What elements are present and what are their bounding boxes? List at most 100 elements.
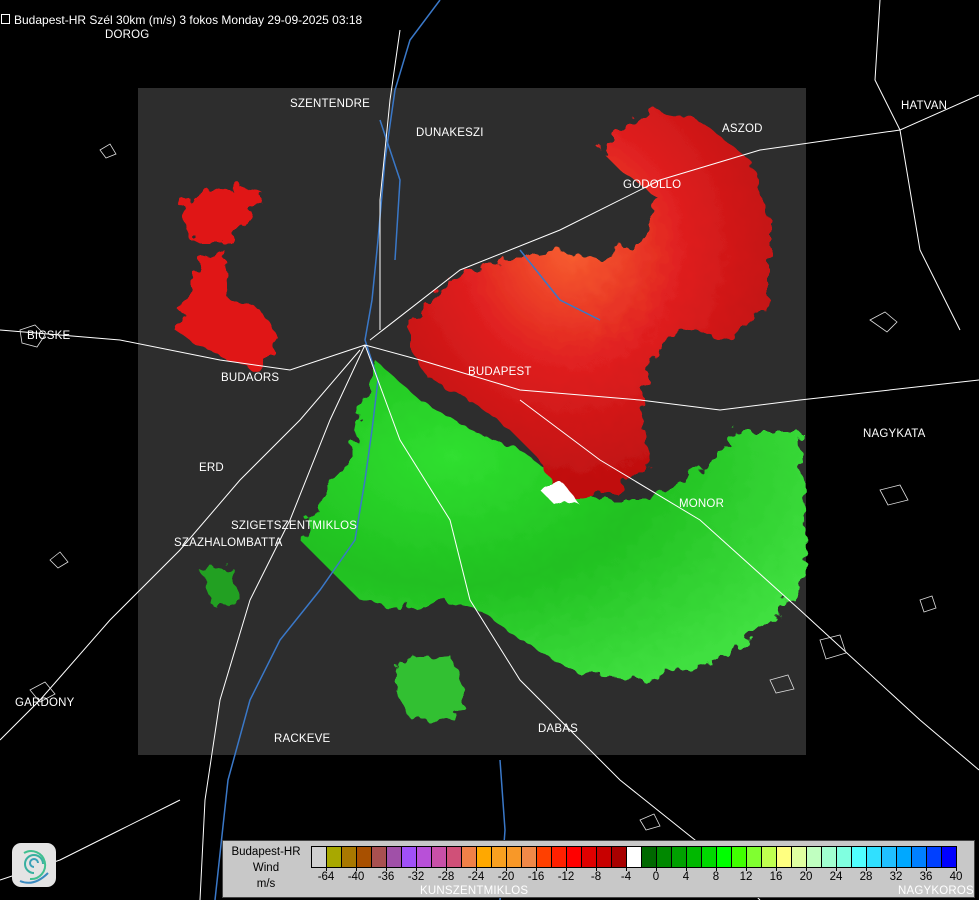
legend-tick-label: 36 xyxy=(919,871,933,883)
place-label: DUNAKESZI xyxy=(416,127,484,139)
legend-color-cell xyxy=(597,847,612,867)
legend-color-cell xyxy=(552,847,567,867)
legend-color-cell xyxy=(837,847,852,867)
radar-echoes xyxy=(175,110,806,720)
legend-tick-label: -64 xyxy=(317,871,335,883)
legend-color-cell xyxy=(627,847,642,867)
place-label: ERD xyxy=(199,462,224,474)
legend-tick-label: 40 xyxy=(949,871,963,883)
legend-tick xyxy=(386,867,387,871)
legend-color-cell xyxy=(447,847,462,867)
legend-color-cell xyxy=(762,847,777,867)
legend-color-cell xyxy=(807,847,822,867)
legend-tick xyxy=(596,867,597,871)
legend-tick xyxy=(506,867,507,871)
place-label: RACKEVE xyxy=(274,733,331,745)
legend-tick-label: -16 xyxy=(527,871,545,883)
legend-color-cell xyxy=(612,847,627,867)
legend-tick-label: 4 xyxy=(682,871,690,883)
legend-tick xyxy=(806,867,807,871)
legend-color-cell xyxy=(507,847,522,867)
place-label: HATVAN xyxy=(901,100,948,112)
place-label: NAGYKOROS xyxy=(898,885,974,897)
legend-color-cell xyxy=(312,847,327,867)
legend-color-cell xyxy=(927,847,942,867)
legend-color-cell xyxy=(777,847,792,867)
legend-tick xyxy=(566,867,567,871)
legend-tick-label: 8 xyxy=(712,871,720,883)
place-label: SZENTENDRE xyxy=(290,98,370,110)
place-label: BUDAPEST xyxy=(468,366,532,378)
place-label: SZIGETSZENTMIKLOS xyxy=(231,520,358,532)
legend-tick-label: -28 xyxy=(437,871,455,883)
legend-color-cell xyxy=(882,847,897,867)
legend-tick xyxy=(656,867,657,871)
danube-river xyxy=(214,0,441,900)
legend-color-cell xyxy=(732,847,747,867)
legend-tick xyxy=(866,867,867,871)
legend-color-cell xyxy=(672,847,687,867)
legend-quantity: Wind xyxy=(252,862,280,874)
place-label: DABAS xyxy=(538,723,578,735)
legend-tick xyxy=(926,867,927,871)
color-legend: Budapest-HR Wind m/s -64 -40 -36 -32 -28 -24 -… xyxy=(222,840,975,898)
legend-tick xyxy=(836,867,837,871)
swirl-logo-icon xyxy=(12,843,56,887)
legend-color-cell xyxy=(582,847,597,867)
legend-color-cell xyxy=(687,847,702,867)
legend-tick xyxy=(416,867,417,871)
place-label: MONOR xyxy=(679,498,725,510)
echo-approaching xyxy=(180,185,265,240)
place-label: SZAZHALOMBATTA xyxy=(174,537,283,549)
legend-color-cell xyxy=(717,847,732,867)
legend-color-cell xyxy=(702,847,717,867)
legend-tick xyxy=(956,867,957,871)
legend-station: Budapest-HR xyxy=(231,846,301,858)
legend-tick xyxy=(536,867,537,871)
legend-color-cell xyxy=(852,847,867,867)
legend-color-scale xyxy=(311,846,957,868)
place-label: GODOLLO xyxy=(623,179,682,191)
legend-color-cell xyxy=(402,847,417,867)
legend-tick-label: 28 xyxy=(859,871,873,883)
legend-color-cell xyxy=(522,847,537,867)
legend-color-cell xyxy=(657,847,672,867)
legend-color-cell xyxy=(897,847,912,867)
legend-tick-label: 12 xyxy=(739,871,753,883)
map-title: Budapest-HR Szél 30km (m/s) 3 fokos Mond… xyxy=(14,13,363,27)
legend-tick-label: -8 xyxy=(590,871,602,883)
legend-color-cell xyxy=(492,847,507,867)
legend-tick xyxy=(896,867,897,871)
legend-color-cell xyxy=(537,847,552,867)
legend-color-cell xyxy=(867,847,882,867)
legend-tick xyxy=(716,867,717,871)
legend-tick-label: -32 xyxy=(407,871,425,883)
legend-tick xyxy=(746,867,747,871)
legend-color-cell xyxy=(357,847,372,867)
legend-color-cell xyxy=(327,847,342,867)
legend-color-cell xyxy=(567,847,582,867)
place-label: BICSKE xyxy=(27,330,71,342)
legend-tick-label: 24 xyxy=(829,871,843,883)
legend-color-cell xyxy=(387,847,402,867)
legend-tick-label: 20 xyxy=(799,871,813,883)
echo-receding xyxy=(300,360,806,680)
place-label: DOROG xyxy=(105,29,150,41)
legend-unit: m/s xyxy=(256,878,276,890)
settlement-outlines xyxy=(19,143,937,831)
legend-tick-label: 0 xyxy=(652,871,660,883)
place-label: KUNSZENTMIKLOS xyxy=(420,885,529,897)
legend-tick xyxy=(326,867,327,871)
echo-approaching xyxy=(175,250,280,370)
legend-tick-label: -40 xyxy=(347,871,365,883)
legend-tick-label: -36 xyxy=(377,871,395,883)
menu-icon[interactable] xyxy=(1,14,10,24)
legend-color-cell xyxy=(342,847,357,867)
legend-tick-label: -12 xyxy=(557,871,575,883)
legend-tick xyxy=(446,867,447,871)
legend-tick-label: -24 xyxy=(467,871,485,883)
legend-color-cell xyxy=(477,847,492,867)
legend-tick xyxy=(776,867,777,871)
legend-color-cell xyxy=(642,847,657,867)
